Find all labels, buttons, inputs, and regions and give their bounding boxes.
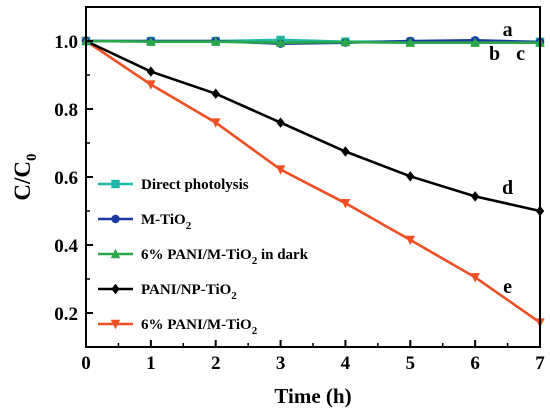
legend-label: 6% PANI/M-TiO2 in dark <box>141 247 309 267</box>
data-point <box>275 37 286 47</box>
y-tick-label: 0.2 <box>54 304 78 325</box>
x-tick-label: 1 <box>146 353 156 374</box>
plot-area: ab c d e <box>81 19 545 328</box>
series-line <box>85 39 541 213</box>
data-point <box>146 66 156 77</box>
legend-label-main: 6% PANI/M-TiO <box>141 247 252 263</box>
legend-label-sub: 2 <box>252 325 258 337</box>
data-point <box>405 37 415 47</box>
data-point <box>340 36 351 47</box>
x-tick-label: 6 <box>470 353 480 374</box>
legend-marker <box>111 214 120 224</box>
x-tick-label: 2 <box>211 353 221 374</box>
legend-label-main: 6% PANI/M-TiO <box>141 317 252 333</box>
legend-marker <box>110 319 121 330</box>
legend-label-main: Direct photolysis <box>141 177 249 193</box>
legend-label-sub: 2 <box>231 290 237 302</box>
y-axis-title: C/C0 <box>10 153 40 200</box>
data-point <box>211 36 221 46</box>
y-tick-label: 0.8 <box>54 100 78 121</box>
x-tick-label: 4 <box>341 353 351 374</box>
legend-label: PANI/NP-TiO2 <box>141 282 237 302</box>
data-point <box>211 118 221 128</box>
y-axis-title-sub: 0 <box>24 153 40 161</box>
legend-label: Direct photolysis <box>141 177 249 193</box>
curve-label-e: e <box>503 276 512 298</box>
legend-marker <box>111 179 120 189</box>
legend-label-tail: in dark <box>257 247 309 263</box>
legend-entry: PANI/NP-TiO2 <box>98 282 237 302</box>
data-point <box>340 198 351 209</box>
data-point <box>146 36 156 46</box>
legend-label-main: M-TiO <box>141 212 186 228</box>
legend-entry: 6% PANI/M-TiO2 in dark <box>98 247 309 267</box>
data-point <box>470 191 480 202</box>
data-point <box>211 88 220 99</box>
legend-label: M-TiO2 <box>141 212 192 232</box>
legend-marker <box>110 248 121 259</box>
x-tick-label: 7 <box>535 353 545 374</box>
x-tick-label: 3 <box>276 353 286 374</box>
axes: 0 1 2 3 4 5 6 7 0.2 0.4 0.6 0.8 1.0 <box>54 32 545 374</box>
legend-entry: M-TiO2 <box>98 212 192 232</box>
data-point <box>470 273 480 283</box>
legend-label-sub: 2 <box>186 220 192 232</box>
curve-label-c: c <box>516 43 525 65</box>
y-tick-label: 1.0 <box>54 32 78 53</box>
x-tick-label: 0 <box>81 353 91 374</box>
x-tick-label: 5 <box>406 353 416 374</box>
series-line <box>85 39 540 45</box>
curve-label-d: d <box>502 177 513 199</box>
y-tick-label: 0.4 <box>54 236 78 257</box>
data-point <box>276 117 285 128</box>
legend-label: 6% PANI/M-TiO2 <box>141 317 258 337</box>
legend-entry: Direct photolysis <box>98 177 249 193</box>
legend-label-sub: 2 <box>252 255 258 267</box>
y-tick-label: 0.6 <box>54 168 78 189</box>
y-axis-title-main: C/C <box>10 161 35 201</box>
data-point <box>275 165 286 175</box>
data-point <box>146 80 156 90</box>
data-point <box>405 235 415 246</box>
curve-label-a: a <box>503 19 513 41</box>
legend-entry: 6% PANI/M-TiO2 <box>98 317 258 337</box>
series-line <box>85 39 541 324</box>
legend-marker <box>111 283 120 295</box>
x-axis-title: Time (h) <box>274 384 351 408</box>
data-point <box>406 171 415 182</box>
legend-label-main: PANI/NP-TiO <box>141 282 231 298</box>
data-point <box>341 146 350 157</box>
curve-label-b: b <box>489 43 500 65</box>
data-point <box>470 37 480 47</box>
